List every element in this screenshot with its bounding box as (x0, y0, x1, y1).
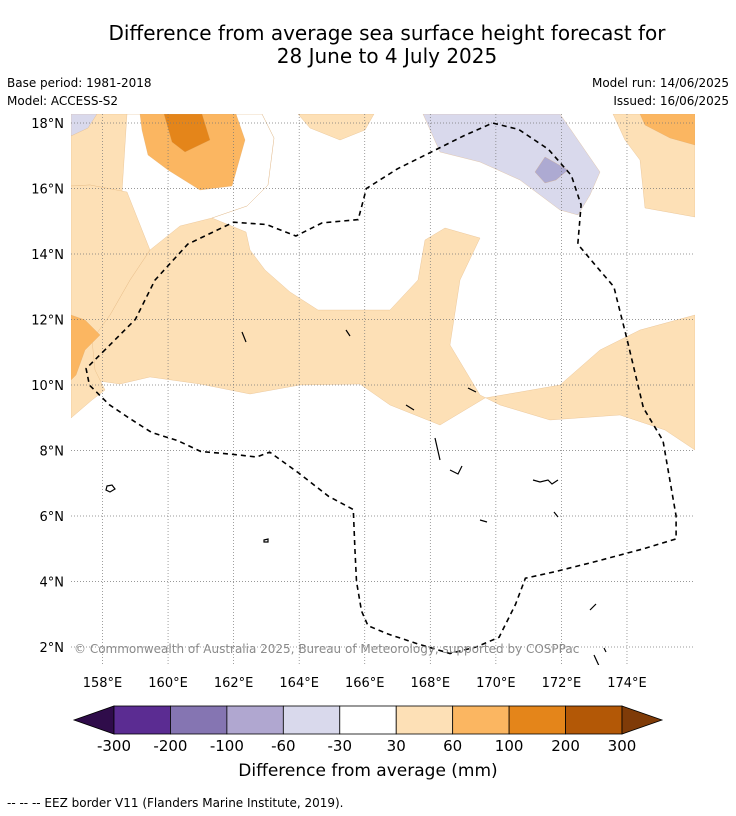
chart-title: Difference from average sea surface heig… (0, 22, 736, 68)
colorbar-swatch (565, 705, 623, 735)
colorbar-arrow-high (621, 705, 664, 735)
lat-tick-label: 10°N (31, 379, 64, 394)
field-60-100-west (71, 314, 101, 381)
colorbar-tick-label: -60 (271, 737, 296, 755)
colorbar-swatch (226, 705, 284, 735)
colorbar-swatch (339, 705, 397, 735)
model-run: Model run: 14/06/2025 (591, 76, 729, 90)
lat-tick-label: 6°N (40, 510, 65, 525)
colorbar-swatch (113, 705, 171, 735)
eez-border-line (85, 122, 677, 655)
island-outlines (105, 329, 607, 665)
field-neg60-neg100 (534, 156, 569, 184)
island-shape (105, 484, 116, 493)
lon-tick-label: 160°E (148, 676, 188, 691)
map-plot-area: © Commonwealth of Australia 2025, Bureau… (71, 114, 695, 665)
field-30-60-main (71, 114, 695, 451)
island-shape (345, 329, 351, 337)
island-shape (589, 603, 597, 611)
lat-tick-label: 8°N (40, 445, 65, 460)
colorbar-tick-label: -200 (153, 737, 188, 755)
island-shape (479, 519, 488, 523)
island-shape (603, 647, 607, 653)
colorbar-tick-label: 30 (386, 737, 406, 755)
island-shape (532, 479, 559, 485)
lon-tick-label: 168°E (411, 676, 451, 691)
colorbar-tick-label: -100 (209, 737, 244, 755)
island-shape (405, 404, 415, 411)
colorbar-swatch (395, 705, 454, 735)
lat-tick-label: 12°N (31, 314, 64, 329)
island-shape (553, 511, 559, 518)
meta-right: Model run: 14/06/2025 Issued: 16/06/2025 (592, 74, 729, 110)
colorbar-swatch (170, 705, 228, 735)
colorbar (72, 705, 664, 735)
colorbar-swatch (508, 705, 566, 735)
field-30-60-top-right (612, 114, 695, 218)
lat-tick-label: 16°N (31, 183, 64, 198)
lat-tick-label: 2°N (40, 641, 65, 656)
copyright-notice: © Commonwealth of Australia 2025, Bureau… (74, 642, 579, 656)
lon-tick-label: 164°E (279, 676, 319, 691)
lon-tick-label: 158°E (83, 676, 123, 691)
island-shape (263, 538, 269, 543)
colorbar-arrow-low (72, 705, 115, 735)
lon-tick-label: 162°E (214, 676, 254, 691)
colorbar-tick-label: 100 (494, 737, 524, 755)
island-shape (593, 654, 600, 665)
island-shape (449, 465, 463, 475)
title-line-1: Difference from average sea surface heig… (108, 21, 666, 45)
latitude-labels: 2°N 4°N 6°N 8°N 10°N 12°N 14°N 16°N 18°N (31, 117, 64, 656)
field-neg30-neg60-nw (71, 114, 98, 137)
lon-tick-label: 166°E (345, 676, 385, 691)
colorbar-tick-label: 60 (443, 737, 463, 755)
lon-tick-label: 174°E (607, 676, 647, 691)
island-shape (434, 437, 441, 461)
field-100-200-north (163, 114, 211, 153)
colorbar-tick-label: -30 (327, 737, 353, 755)
lat-tick-label: 4°N (40, 576, 65, 591)
model-name: Model: ACCESS-S2 (7, 94, 119, 108)
eez-legend-footnote: -- -- -- EEZ border V11 (Flanders Marine… (7, 796, 344, 810)
anomaly-fields (71, 114, 695, 451)
base-period: Base period: 1981-2018 (7, 76, 152, 90)
island-shape (241, 331, 247, 343)
colorbar-tick-label: 200 (551, 737, 580, 755)
field-30-60-top-center (297, 114, 375, 141)
issued-date: Issued: 16/06/2025 (613, 94, 729, 108)
lat-tick-label: 18°N (31, 117, 64, 132)
colorbar-tick-label: 300 (607, 737, 637, 755)
field-neg30-neg60-north (422, 114, 601, 216)
lon-tick-label: 170°E (476, 676, 516, 691)
title-line-2: 28 June to 4 July 2025 (276, 44, 498, 68)
field-30-60-west-edge (71, 184, 151, 419)
map-gridlines (71, 114, 695, 665)
lat-tick-label: 14°N (31, 248, 64, 263)
island-shape (467, 387, 477, 393)
colorbar-swatch (452, 705, 510, 735)
colorbar-swatch (282, 705, 341, 735)
longitude-labels: 158°E 160°E 162°E 164°E 166°E 168°E 170°E 172°E… (83, 676, 647, 691)
meta-left: Base period: 1981-2018 Model: ACCESS-S2 (7, 74, 152, 110)
lon-tick-label: 172°E (542, 676, 582, 691)
colorbar-tick-label: -300 (96, 737, 132, 755)
colorbar-title: Difference from average (mm) (238, 761, 498, 781)
